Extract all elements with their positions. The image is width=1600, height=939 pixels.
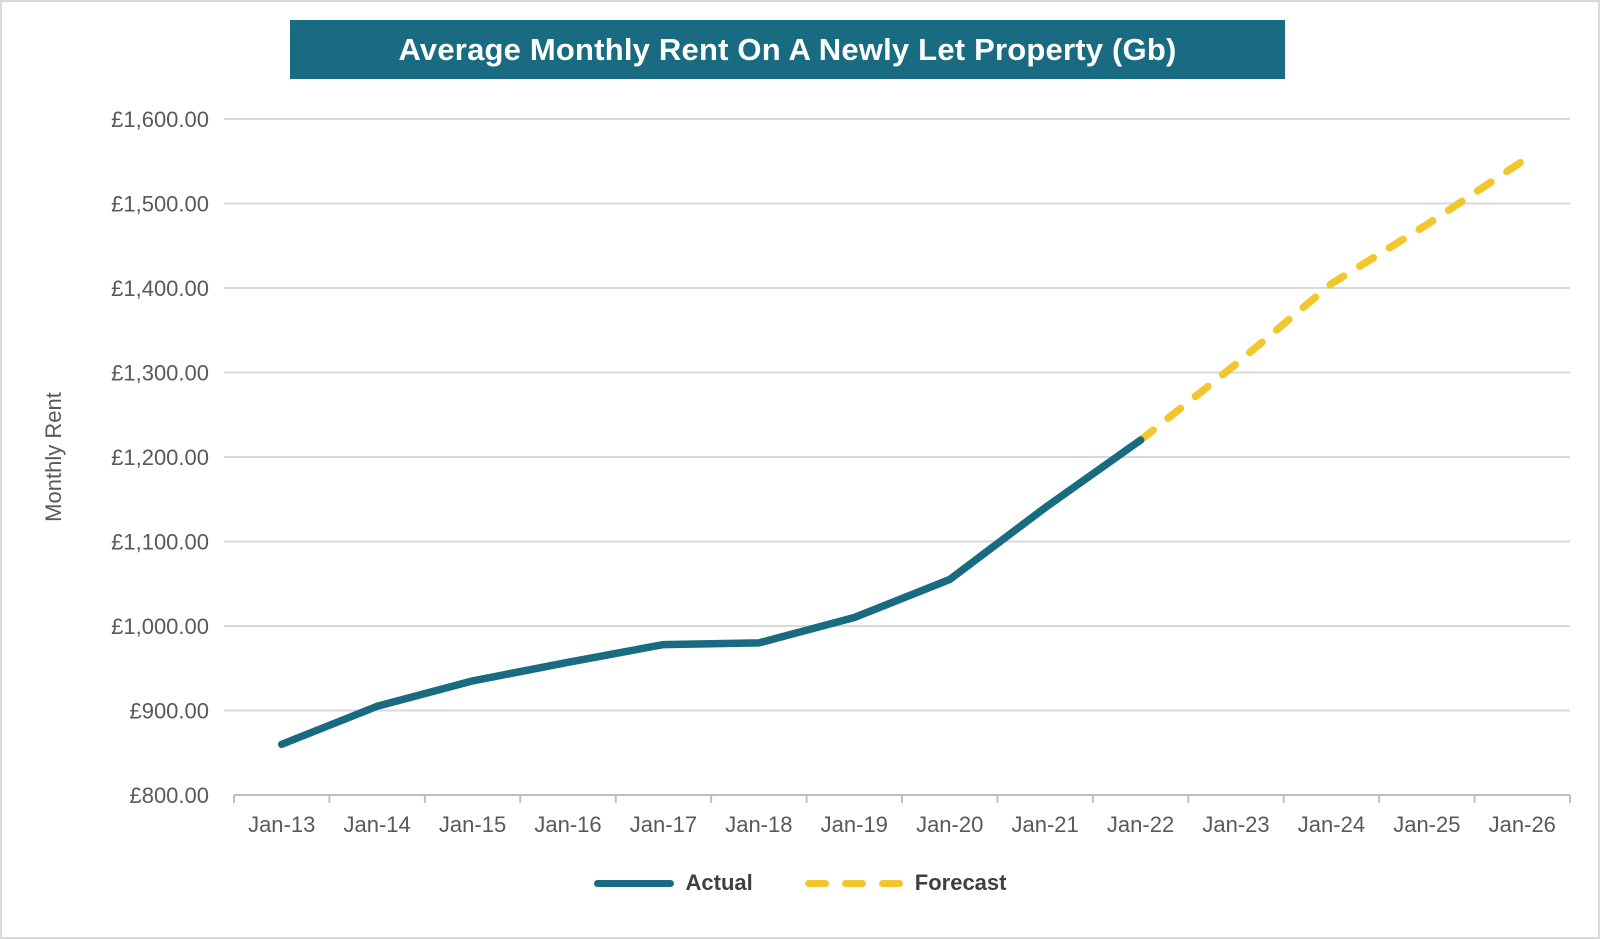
x-tick-label: Jan-23: [1202, 812, 1269, 837]
x-tick-label: Jan-24: [1298, 812, 1365, 837]
legend-item-actual: Actual: [593, 870, 753, 896]
x-tick-label: Jan-17: [630, 812, 697, 837]
y-tick-label: £900.00: [129, 699, 209, 724]
x-tick-label: Jan-22: [1107, 812, 1174, 837]
y-tick-label: £1,100.00: [111, 530, 209, 555]
y-axis-title: Monthly Rent: [41, 392, 66, 522]
x-tick-label: Jan-21: [1012, 812, 1079, 837]
legend-item-forecast: Forecast: [804, 870, 1007, 896]
x-tick-label: Jan-19: [821, 812, 888, 837]
x-tick-label: Jan-16: [534, 812, 601, 837]
chart-title: Average Monthly Rent On A Newly Let Prop…: [398, 31, 1177, 67]
y-tick-label: £1,600.00: [111, 107, 209, 132]
x-tick-label: Jan-26: [1489, 812, 1556, 837]
x-tick-label: Jan-25: [1393, 812, 1460, 837]
x-tick-label: Jan-18: [725, 812, 792, 837]
y-tick-label: £1,000.00: [111, 614, 209, 639]
chart-title-banner: Average Monthly Rent On A Newly Let Prop…: [290, 20, 1285, 79]
legend-dash: [804, 879, 829, 887]
x-tick-label: Jan-13: [248, 812, 315, 837]
y-tick-label: £800.00: [129, 783, 209, 808]
x-tick-label: Jan-20: [916, 812, 983, 837]
legend-swatch-forecast-line: [804, 879, 903, 887]
y-tick-label: £1,300.00: [111, 361, 209, 386]
x-tick-label: Jan-15: [439, 812, 506, 837]
series-line-forecast: [1136, 157, 1527, 444]
y-tick-label: £1,200.00: [111, 445, 209, 470]
series-line-actual: [277, 436, 1145, 749]
legend-dash: [841, 879, 866, 887]
y-tick-label: £1,500.00: [111, 192, 209, 217]
legend-swatch-actual-line: [593, 879, 674, 887]
legend: Actual Forecast: [2, 870, 1598, 896]
y-tick-label: £1,400.00: [111, 276, 209, 301]
legend-label-forecast: Forecast: [914, 870, 1007, 895]
legend-dash: [878, 879, 903, 887]
x-tick-label: Jan-14: [344, 812, 411, 837]
legend-label-actual: Actual: [685, 870, 753, 895]
